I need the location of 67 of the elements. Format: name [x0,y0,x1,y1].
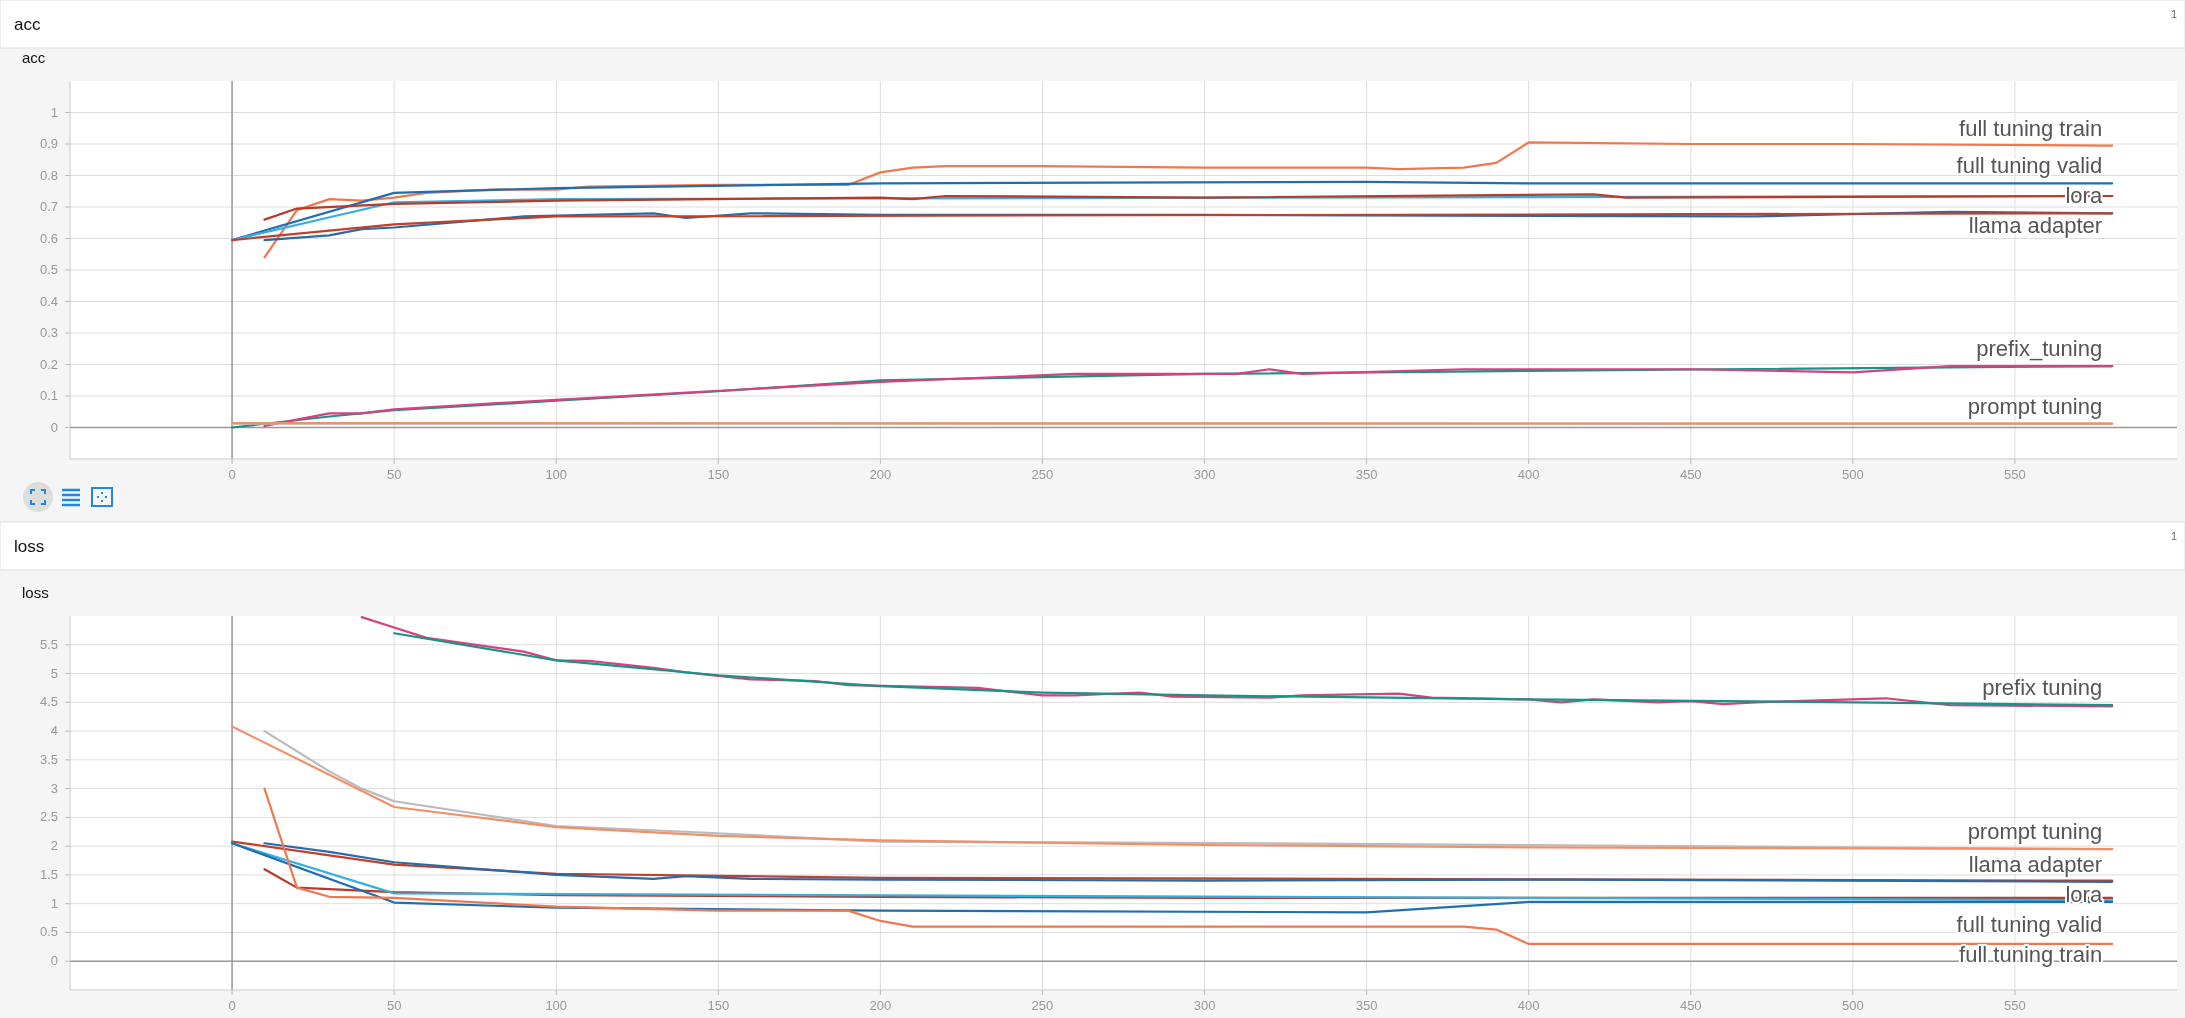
y-tick-label: 0.1 [39,388,58,403]
x-tick-label: 50 [386,467,402,482]
series-label: prefix_tuning [1976,336,2103,362]
y-tick-label: 2 [50,838,58,854]
x-tick-label: 250 [1031,998,1054,1013]
y-tick-label: 0.6 [39,230,58,246]
series-label: full tuning valid [1956,153,2103,179]
x-tick-label: 500 [1841,467,1864,482]
x-tick-label: 550 [2004,467,2026,482]
y-tick-label: 0.5 [39,262,58,277]
text: 1 [2170,530,2177,542]
text: 1 [2170,8,2177,20]
line-series [230,842,2114,914]
y-tick-label: 3.5 [39,751,58,767]
x-tick-label: 200 [869,467,892,482]
x-tick-label: 250 [1031,467,1054,482]
y-tick-label: 0.3 [39,325,58,340]
line-series [263,141,2114,259]
x-tick-label: 450 [1679,998,1702,1013]
x-tick-label: 400 [1517,998,1540,1013]
y-tick-label: 0.7 [39,199,58,214]
x-tick-label: 100 [545,467,568,482]
series-label: prefix tuning [1982,675,2103,701]
y-tick-label: 0.5 [39,924,58,940]
x-tick-label: 0 [228,998,236,1013]
x-tick-label: 400 [1517,467,1540,482]
y-tick-label: 0.4 [39,293,58,309]
chart-subtitle: acc [22,49,46,66]
y-tick-label: 0.9 [39,136,58,151]
y-tick-label: 1.5 [39,866,58,882]
y-tick-label: 5.5 [39,636,58,652]
y-tick-label: 4.5 [39,694,58,710]
y-tick-label: 0 [50,419,58,435]
series-label: llama adapter [1968,213,2103,239]
y-tick-label: 0.2 [39,356,58,372]
series-label: prompt tuning [1967,819,2103,845]
y-tick-label: 2.5 [39,809,58,825]
x-tick-label: 550 [2004,998,2026,1013]
y-tick-label: 0 [50,953,58,969]
x-tick-label: 350 [1355,998,1378,1013]
x-tick-label: 100 [545,998,568,1013]
y-tick-label: 1 [50,104,58,120]
x-tick-label: 300 [1193,467,1216,482]
line-series [393,632,2114,707]
line-series [263,787,2114,946]
chart-title: acc [14,15,41,34]
x-tick-label: 500 [1841,998,1864,1013]
series-label: llama adapter [1968,851,2103,877]
series-label: full tuning valid [1956,911,2103,937]
x-tick-label: 0 [228,467,236,482]
y-tick-label: 5 [50,665,58,681]
x-tick-label: 50 [386,998,402,1013]
x-tick-label: 350 [1355,467,1378,482]
y-tick-label: 1 [50,895,58,911]
series-label: full tuning train [1959,941,2103,967]
y-tick-label: 0.8 [39,167,58,183]
series-label: prompt tuning [1967,393,2103,419]
y-tick-label: 3 [50,780,58,796]
chart-subtitle: loss [22,584,49,601]
x-tick-label: 150 [707,998,730,1013]
chart-title: loss [14,537,45,556]
x-tick-label: 150 [707,467,730,482]
x-tick-label: 300 [1193,998,1216,1013]
x-tick-label: 200 [869,998,892,1013]
series-label: full tuning train [1959,115,2103,141]
y-tick-label: 4 [50,723,58,739]
x-tick-label: 450 [1679,467,1702,482]
